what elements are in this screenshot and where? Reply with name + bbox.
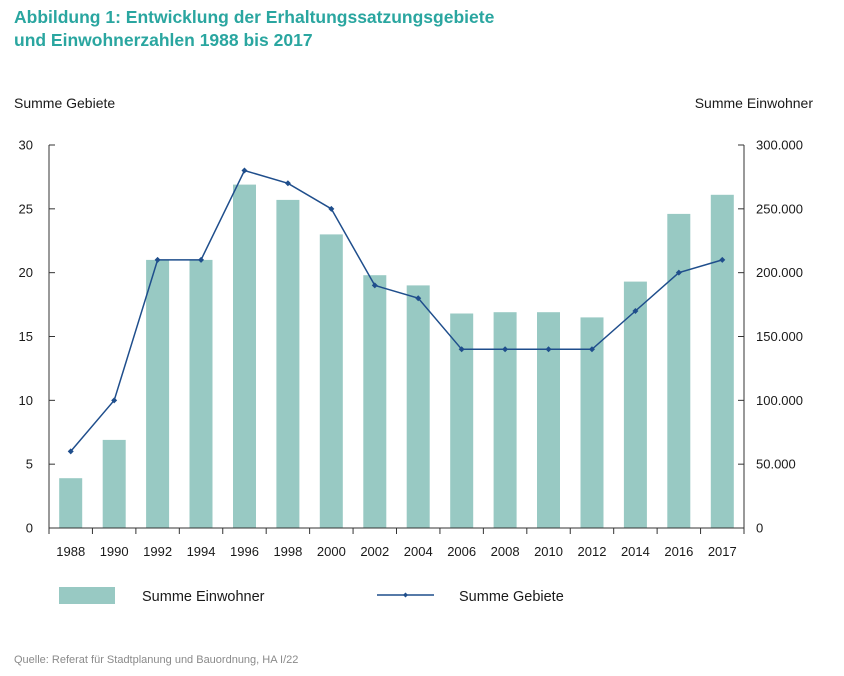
bar-einwohner-1998: [276, 199, 300, 528]
marker-gebiete-2000: [328, 205, 335, 212]
left-y-tick-label: 0: [26, 521, 33, 536]
bars-layer: [59, 184, 734, 529]
left-y-tick-label: 20: [19, 265, 33, 280]
bar-einwohner-1992: [146, 259, 170, 528]
right-y-tick-label: 200.000: [756, 265, 803, 280]
left-y-tick-label: 10: [19, 393, 33, 408]
legend: Summe Einwohner Summe Gebiete: [59, 587, 564, 605]
legend-line-marker: [403, 592, 408, 598]
right-axis-title: Summe Einwohner: [695, 95, 814, 111]
bar-einwohner-2014: [623, 281, 647, 528]
bar-einwohner-2010: [537, 312, 560, 528]
bar-einwohner-2012: [580, 317, 604, 528]
bar-einwohner-1990: [102, 439, 126, 528]
line-layer: [67, 167, 726, 455]
x-tick-label-1988: 1988: [56, 544, 85, 559]
x-tick-label-1990: 1990: [100, 544, 129, 559]
marker-gebiete-2004: [415, 295, 422, 302]
left-y-tick-label: 15: [19, 329, 33, 344]
legend-bar-label: Summe Einwohner: [142, 589, 265, 605]
marker-gebiete-1998: [284, 180, 291, 187]
x-tick-label-2010: 2010: [534, 544, 563, 559]
marker-gebiete-1994: [198, 256, 205, 263]
x-tick-label-2000: 2000: [317, 544, 346, 559]
marker-gebiete-2008: [502, 346, 509, 353]
right-y-tick-label: 150.000: [756, 329, 803, 344]
marker-gebiete-2016: [675, 269, 682, 276]
bar-einwohner-1994: [189, 259, 213, 528]
line-gebiete: [70, 169, 723, 452]
bar-einwohner-1988: [59, 478, 83, 528]
x-tick-label-1992: 1992: [143, 544, 172, 559]
x-tick-label-2002: 2002: [360, 544, 389, 559]
bar-einwohner-2016: [667, 213, 691, 528]
source-note: Quelle: Referat für Stadtplanung und Bau…: [14, 654, 299, 666]
chart-title: Abbildung 1: Entwicklung der Erhaltungss…: [14, 6, 494, 52]
x-tick-label-2008: 2008: [491, 544, 520, 559]
legend-line-label: Summe Gebiete: [459, 589, 564, 605]
marker-gebiete-1990: [111, 397, 118, 404]
marker-gebiete-1988: [67, 448, 74, 455]
marker-gebiete-2010: [545, 346, 552, 353]
marker-gebiete-2012: [588, 346, 595, 353]
marker-gebiete-2014: [632, 307, 639, 314]
x-tick-label-2006: 2006: [447, 544, 476, 559]
bar-einwohner-2004: [406, 285, 430, 528]
x-tick-label-2017: 2017: [708, 544, 737, 559]
left-y-tick-label: 25: [19, 201, 33, 216]
marker-gebiete-1996: [241, 167, 248, 174]
bar-einwohner-1996: [233, 184, 256, 528]
x-tick-label-1994: 1994: [187, 544, 216, 559]
bar-einwohner-2000: [319, 234, 343, 528]
bar-einwohner-2002: [363, 275, 387, 528]
x-tick-label-2012: 2012: [578, 544, 607, 559]
right-y-tick-label: 250.000: [756, 201, 803, 216]
left-y-tick-label: 5: [26, 457, 33, 472]
x-tick-label-2014: 2014: [621, 544, 650, 559]
marker-gebiete-2002: [371, 282, 378, 289]
x-tick-label-1998: 1998: [273, 544, 302, 559]
right-y-tick-label: 300.000: [756, 138, 803, 153]
axes-layer: 0 5 10 15 20 25 30 0 50.000 100.000 150.000 200.000…: [19, 138, 803, 560]
marker-gebiete-2017: [719, 256, 726, 263]
right-y-tick-label: 0: [756, 521, 763, 536]
x-tick-label-2004: 2004: [404, 544, 433, 559]
right-y-tick-label: 50.000: [756, 457, 796, 472]
left-y-tick-label: 30: [19, 138, 33, 153]
right-y-tick-label: 100.000: [756, 393, 803, 408]
marker-gebiete-2006: [458, 346, 465, 353]
bar-einwohner-2017: [710, 194, 734, 529]
bar-einwohner-2006: [450, 313, 474, 528]
legend-bar-swatch: [59, 587, 115, 604]
x-tick-label-2016: 2016: [664, 544, 693, 559]
left-axis-title: Summe Gebiete: [14, 95, 115, 111]
bar-einwohner-2008: [493, 312, 517, 528]
marker-gebiete-1992: [154, 256, 161, 263]
x-tick-label-1996: 1996: [230, 544, 259, 559]
chart-title-line-1: Abbildung 1: Entwicklung der Erhaltungss…: [14, 7, 495, 27]
chart-title-line-2: und Einwohnerzahlen 1988 bis 2017: [14, 30, 313, 50]
